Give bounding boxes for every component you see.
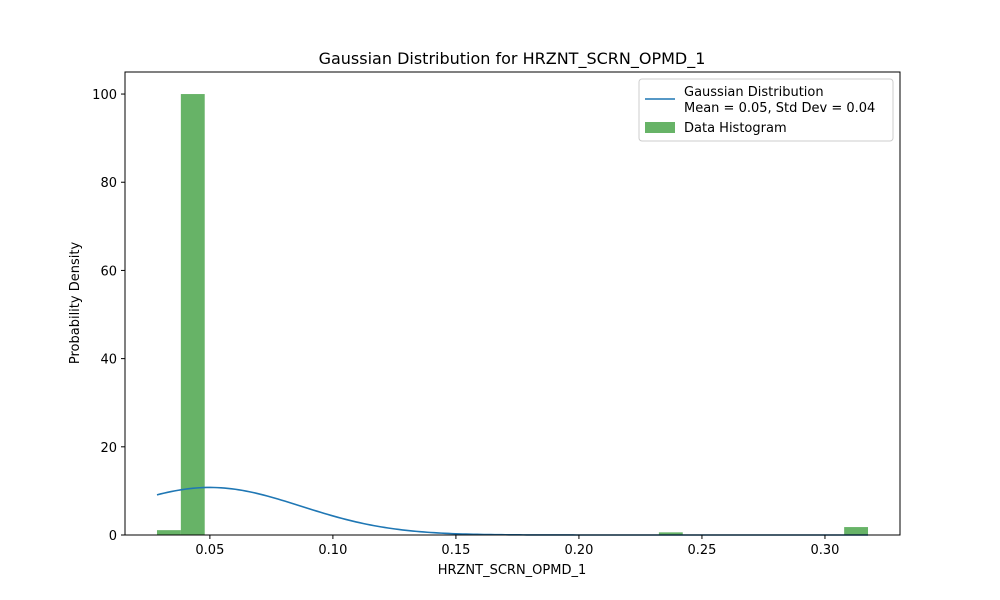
y-tick-label: 40 (100, 353, 117, 368)
legend-histogram-swatch (645, 122, 675, 133)
x-tick-label: 0.30 (810, 543, 839, 558)
legend-histogram-label: Data Histogram (684, 121, 787, 136)
x-axis-ticks: 0.05 0.10 0.15 0.20 0.25 0.30 (195, 535, 839, 558)
plot-frame (124, 71, 901, 536)
chart-title: Gaussian Distribution for HRZNT_SCRN_OPM… (319, 49, 706, 69)
y-tick-label: 60 (100, 264, 117, 279)
y-axis-ticks: 0 20 40 60 80 100 (92, 88, 125, 544)
x-tick-label: 0.15 (441, 543, 470, 558)
legend-gaussian-label-line1: Gaussian Distribution (684, 85, 824, 100)
histogram-bar-2 (658, 532, 683, 535)
histogram-bar-3 (844, 527, 869, 535)
legend-box (638, 78, 894, 142)
x-tick-label: 0.20 (564, 543, 593, 558)
y-axis-label: Probability Density (68, 242, 83, 365)
y-tick-label: 20 (100, 441, 117, 456)
x-axis-label: HRZNT_SCRN_OPMD_1 (438, 563, 587, 578)
y-tick-label: 100 (92, 88, 117, 103)
y-tick-label: 0 (109, 529, 117, 544)
x-tick-label: 0.05 (195, 543, 224, 558)
y-tick-label: 80 (100, 176, 117, 191)
x-tick-label: 0.10 (318, 543, 347, 558)
histogram-bar-1 (180, 94, 205, 536)
legend: Gaussian Distribution Mean = 0.05, Std D… (638, 78, 894, 142)
histogram-bars (156, 94, 869, 536)
histogram-bar-0 (156, 530, 181, 535)
legend-gaussian-label-line2: Mean = 0.05, Std Dev = 0.04 (684, 101, 875, 116)
x-tick-label: 0.25 (687, 543, 716, 558)
